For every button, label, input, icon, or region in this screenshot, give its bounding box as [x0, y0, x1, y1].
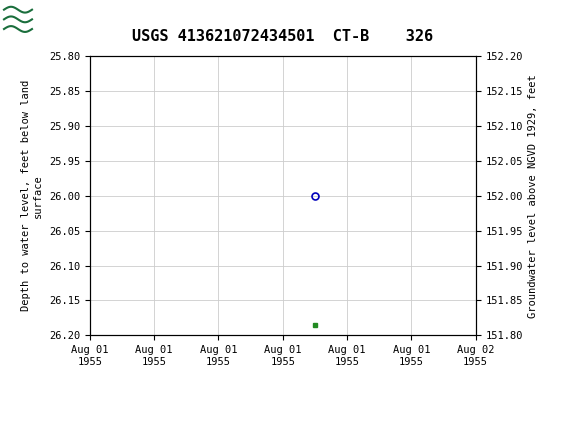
Text: USGS 413621072434501  CT-B    326: USGS 413621072434501 CT-B 326	[132, 29, 434, 44]
FancyBboxPatch shape	[3, 3, 75, 36]
Y-axis label: Groundwater level above NGVD 1929, feet: Groundwater level above NGVD 1929, feet	[528, 74, 538, 317]
Y-axis label: Depth to water level, feet below land
surface: Depth to water level, feet below land su…	[21, 80, 44, 311]
Legend: Period of approved data: Period of approved data	[190, 429, 376, 430]
Text: USGS: USGS	[38, 9, 93, 28]
